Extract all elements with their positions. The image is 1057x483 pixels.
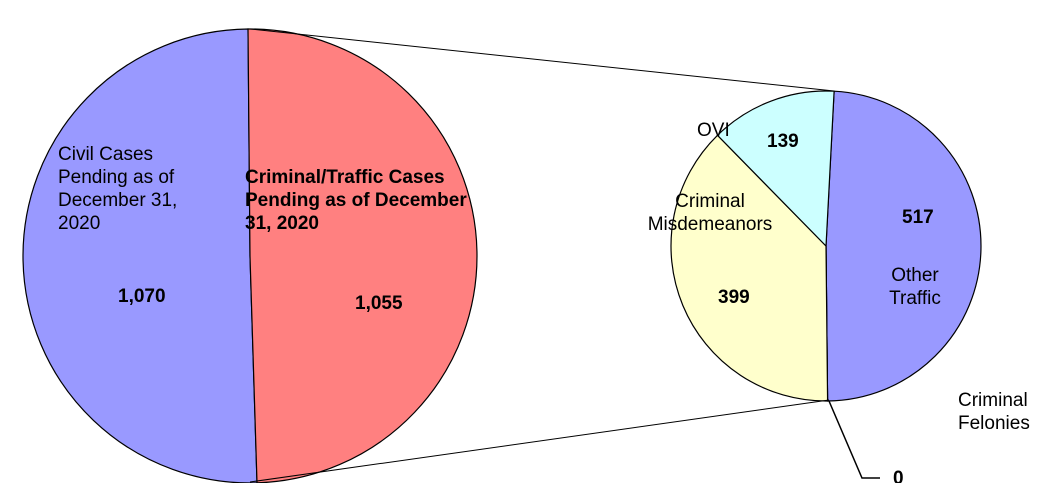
pie-slice	[247, 28, 478, 483]
value-label: 1,070	[118, 286, 166, 307]
slice-label: Other Traffic	[889, 265, 941, 309]
value-label: 1,055	[355, 293, 403, 314]
value-label: 139	[767, 131, 799, 152]
slice-label: Criminal Felonies	[958, 390, 1030, 434]
pie-slice	[825, 90, 982, 402]
leader-line	[828, 400, 880, 479]
connector-line	[249, 399, 830, 483]
slice-label: OVI	[697, 120, 730, 141]
slice-label: Criminal Misdemeanors	[647, 191, 773, 235]
pie-slice	[716, 90, 835, 248]
slice-label: Criminal/Traffic Cases Pending as of Dec…	[245, 167, 467, 234]
value-label: 0	[893, 468, 904, 483]
connector-line	[249, 28, 835, 92]
pie-slice	[22, 28, 258, 483]
slice-label: Civil Cases Pending as of December 31, 2…	[58, 144, 178, 234]
value-label: 517	[902, 207, 934, 228]
value-label: 399	[718, 287, 750, 308]
pie-slice	[670, 134, 829, 402]
